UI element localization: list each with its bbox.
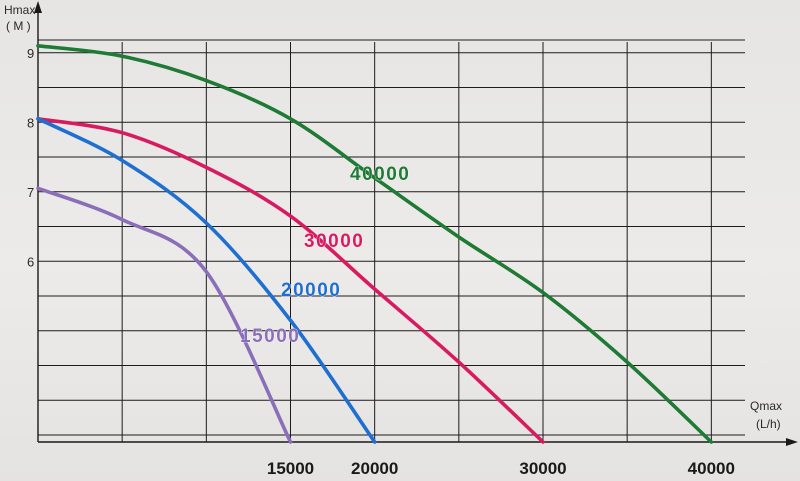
series-label-15000: 15000 (240, 326, 300, 347)
y-axis-arrow (34, 1, 42, 13)
y-axis-unit: ( M ) (6, 19, 31, 33)
series-line-15000 (36, 186, 293, 444)
series-label-30000: 30000 (304, 231, 364, 252)
series-lines (36, 44, 714, 444)
x-tick-label: 20000 (351, 459, 398, 478)
series-line-30000 (36, 117, 545, 444)
x-tick-label: 40000 (688, 459, 735, 478)
series-line-40000 (36, 44, 714, 444)
y-tick-label: 9 (27, 46, 34, 61)
y-tick-label: 6 (27, 254, 34, 269)
tick-labels: 6 7 8 9 15000 20000 30000 40000 (27, 46, 735, 478)
series-label-40000: 40000 (350, 164, 410, 185)
y-axis-title: Hmax (4, 3, 35, 17)
series-line-20000 (36, 117, 377, 444)
x-tick-label: 15000 (267, 459, 314, 478)
x-tick-label: 30000 (519, 459, 566, 478)
y-tick-label: 8 (27, 115, 34, 130)
x-axis-arrow (786, 438, 798, 446)
grid (38, 39, 745, 442)
series-labels: 40000 30000 20000 15000 (240, 164, 410, 348)
y-tick-label: 7 (27, 185, 34, 200)
axes (34, 1, 798, 446)
x-axis-unit: (L/h) (756, 417, 781, 431)
series-label-20000: 20000 (281, 280, 341, 301)
x-axis-title: Qmax (750, 399, 782, 413)
